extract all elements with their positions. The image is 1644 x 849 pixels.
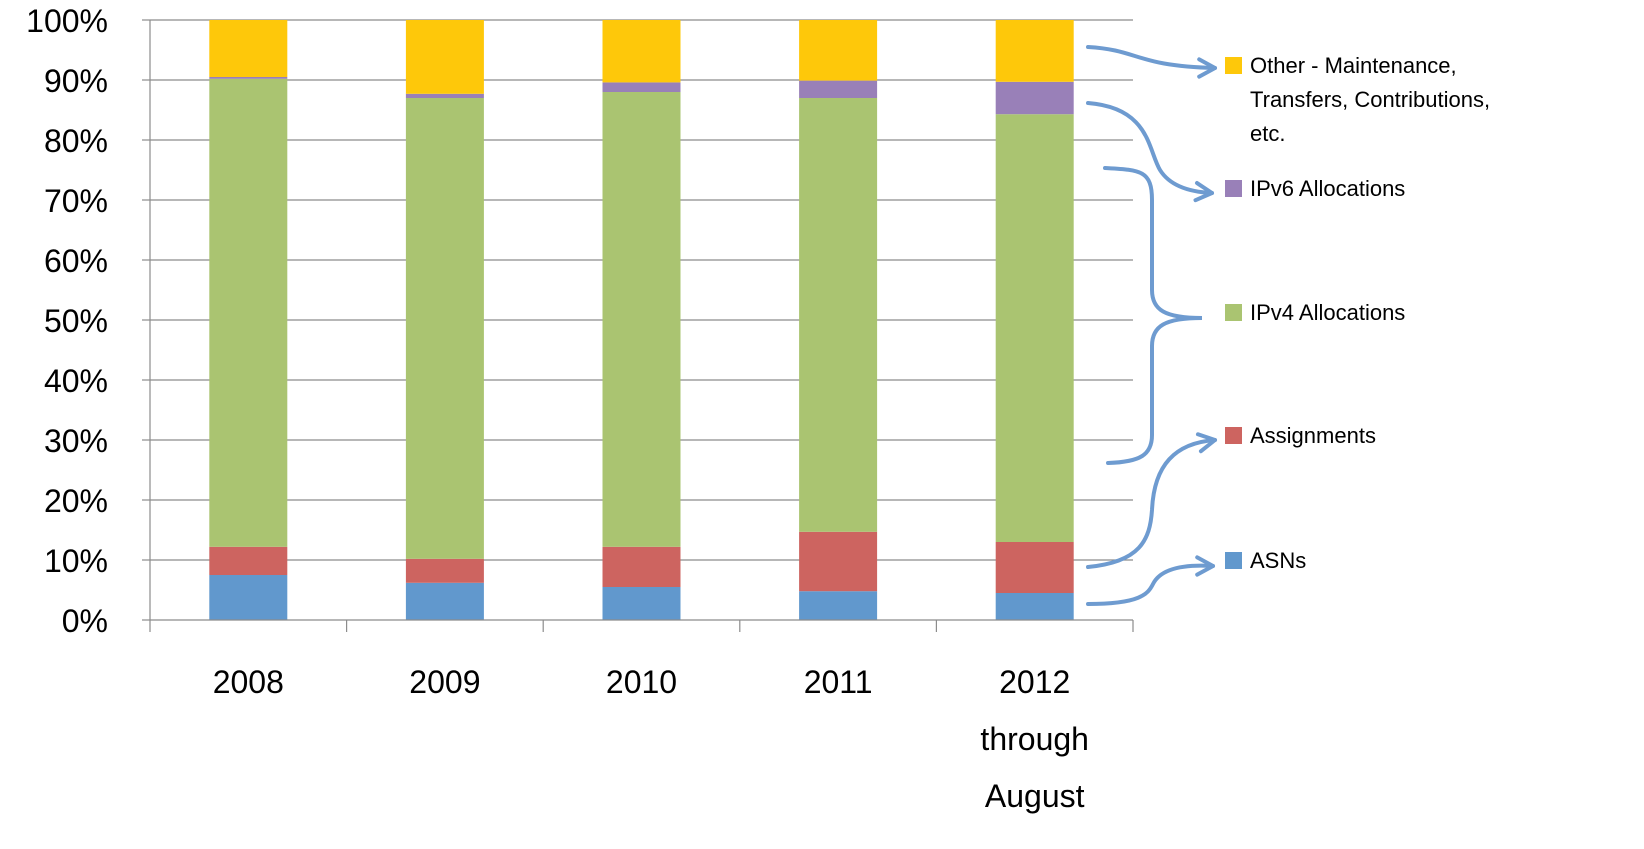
bar-segment <box>209 20 288 77</box>
bar-segment <box>602 92 681 547</box>
bar-segment <box>405 558 484 583</box>
bar-segment <box>995 593 1074 620</box>
arrow-head <box>1197 57 1217 79</box>
legend-label: IPv4 Allocations <box>1250 300 1405 325</box>
bar-segment <box>799 531 878 592</box>
legend-label: Other - Maintenance, <box>1250 53 1457 78</box>
bar-segment <box>995 114 1074 542</box>
arrow-head <box>1193 181 1214 203</box>
bar-segment <box>209 575 288 620</box>
x-tick-label: 2008 <box>213 664 284 700</box>
connector-arrow <box>1086 101 1214 195</box>
bars <box>209 20 1074 620</box>
x-tick-label: through <box>980 721 1089 757</box>
y-tick-label: 30% <box>44 423 108 459</box>
bar-segment <box>995 20 1074 82</box>
bar-segment <box>602 546 681 587</box>
bar-segment <box>995 542 1074 593</box>
y-tick-label: 100% <box>26 3 108 39</box>
y-tick-label: 60% <box>44 243 108 279</box>
bar-segment <box>405 20 484 94</box>
x-tick-label: August <box>985 778 1085 814</box>
bar-segment <box>405 93 484 98</box>
bar-segment <box>209 77 288 79</box>
bar-segment <box>602 20 681 83</box>
y-tick-label: 90% <box>44 63 108 99</box>
legend-connectors <box>1086 45 1217 606</box>
bar-segment <box>799 591 878 620</box>
y-tick-label: 70% <box>44 183 108 219</box>
y-tick-label: 0% <box>62 603 108 639</box>
connector-arrow <box>1086 45 1217 70</box>
legend-swatch <box>1225 57 1242 74</box>
legend-swatch <box>1225 304 1242 321</box>
bar-segment <box>209 546 288 575</box>
x-tick-label: 2011 <box>804 664 873 700</box>
y-tick-label: 40% <box>44 363 108 399</box>
legend-swatch <box>1225 552 1242 569</box>
y-tick-label: 80% <box>44 123 108 159</box>
y-tick-labels: 0% 10% 20% 30% 40% 50% 60% 70% 80% 90% 100% <box>26 3 108 639</box>
bar-segment <box>799 98 878 532</box>
x-tick-label: 2009 <box>409 664 480 700</box>
bar-segment <box>405 98 484 559</box>
legend-label: IPv6 Allocations <box>1250 176 1405 201</box>
arrow-head <box>1195 432 1217 454</box>
y-tick-label: 20% <box>44 483 108 519</box>
legend-label: Transfers, Contributions, <box>1250 87 1490 112</box>
bar-segment <box>602 587 681 620</box>
connector-arrow <box>1086 438 1217 569</box>
x-tick-label: 2012 <box>999 664 1070 700</box>
connector-arrow <box>1086 563 1215 606</box>
bar-segment <box>799 80 878 98</box>
legend: Other - Maintenance, Transfers, Contribut… <box>1225 53 1490 573</box>
bar-segment <box>405 582 484 620</box>
connector-arrow <box>1103 166 1203 465</box>
bar-segment <box>799 20 878 81</box>
bar-segment <box>209 78 288 547</box>
y-tick-label: 50% <box>44 303 108 339</box>
legend-swatch <box>1225 180 1242 197</box>
y-tick-label: 10% <box>44 543 108 579</box>
axes <box>149 20 1134 632</box>
bar-segment <box>995 81 1074 115</box>
legend-swatch <box>1225 427 1242 444</box>
bar-segment <box>602 82 681 92</box>
x-tick-label: 2010 <box>606 664 677 700</box>
legend-label: Assignments <box>1250 423 1376 448</box>
legend-label: ASNs <box>1250 548 1306 573</box>
legend-label: etc. <box>1250 121 1285 146</box>
x-tick-labels: 2008 2009 2010 2011 2012 through August <box>213 664 1089 814</box>
arrow-head <box>1195 555 1215 577</box>
